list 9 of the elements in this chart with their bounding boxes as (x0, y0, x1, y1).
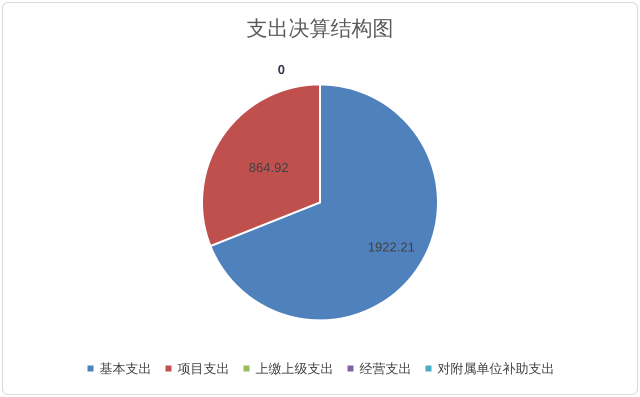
legend-label: 经营支出 (360, 361, 412, 376)
legend-label: 上缴上级支出 (256, 361, 334, 376)
legend-label: 基本支出 (100, 361, 152, 376)
text: 0 (278, 62, 285, 77)
data-label: 864.92 (248, 160, 289, 176)
legend-label: 项目支出 (178, 361, 230, 376)
legend-label: 对附属单位补助支出 (438, 361, 554, 376)
chart-title: 支出决算结构图 (246, 16, 394, 40)
data-label: 1922.21 (368, 240, 415, 255)
